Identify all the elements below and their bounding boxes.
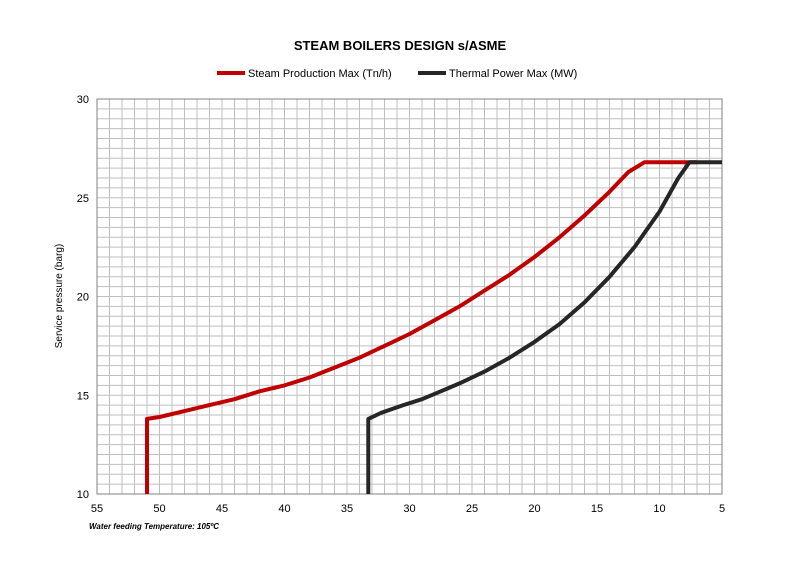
x-tick-label: 45: [216, 503, 228, 515]
plot-frame: [96, 98, 723, 495]
y-tick-label: 30: [77, 94, 89, 106]
legend: Steam Production Max (Tn/h) Thermal Powe…: [217, 68, 577, 80]
y-axis-ticks: 10 15 20 25 30: [77, 94, 89, 501]
grid: [96, 98, 723, 495]
y-axis-label: Service pressure (barg): [54, 244, 65, 348]
series-line-1: [366, 160, 722, 494]
x-tick-label: 15: [591, 503, 603, 515]
x-tick-label: 55: [91, 503, 103, 515]
x-tick-label: 5: [719, 503, 725, 515]
y-tick-label: 25: [77, 193, 89, 205]
x-tick-label: 10: [653, 503, 665, 515]
footnote: Water feeding Temperature: 105ºC: [89, 522, 219, 531]
x-tick-label: 50: [153, 503, 165, 515]
legend-label-steam: Steam Production Max (Tn/h): [248, 68, 392, 80]
series-line-0: [145, 160, 697, 494]
series-lines: [145, 160, 722, 494]
x-tick-label: 20: [528, 503, 540, 515]
x-tick-label: 35: [341, 503, 353, 515]
legend-label-thermal: Thermal Power Max (MW): [449, 68, 577, 80]
chart-title: STEAM BOILERS DESIGN s/ASME: [294, 38, 507, 53]
x-tick-label: 25: [466, 503, 478, 515]
y-tick-label: 15: [77, 390, 89, 402]
x-tick-label: 40: [278, 503, 290, 515]
y-tick-label: 10: [77, 489, 89, 501]
y-tick-label: 20: [77, 292, 89, 304]
x-tick-label: 30: [403, 503, 415, 515]
x-axis-ticks: 55 50 45 40 35 30 25 20 15 10 5: [91, 503, 725, 515]
